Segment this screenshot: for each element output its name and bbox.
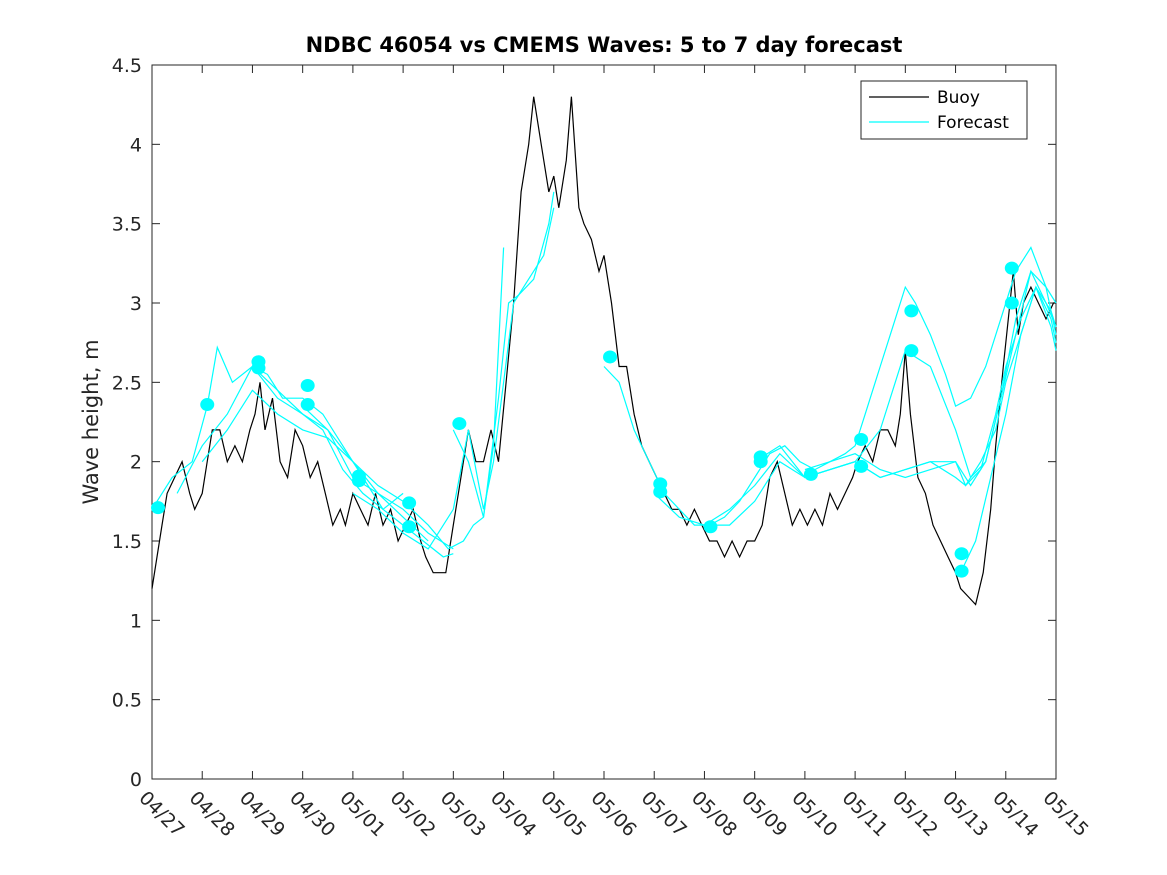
y-tick-label: 3 — [130, 293, 142, 315]
forecast-marker — [954, 564, 969, 578]
forecast-marker — [854, 459, 869, 473]
y-axis-ticks: 0 0.5 1 1.5 2 2.5 3 3.5 4 4.5 — [112, 55, 1056, 791]
y-tick-label: 3.5 — [112, 214, 142, 236]
y-tick-label: 1.5 — [112, 531, 142, 553]
y-tick-label: 2.5 — [112, 372, 142, 394]
y-tick-label: 1 — [130, 610, 142, 632]
forecast-marker — [251, 361, 266, 375]
chart-title: NDBC 46054 vs CMEMS Waves: 5 to 7 day fo… — [306, 33, 903, 57]
forecast-marker — [452, 417, 467, 431]
y-tick-label: 2 — [130, 452, 142, 474]
forecast-marker — [402, 520, 417, 534]
forecast-marker — [653, 485, 668, 499]
legend: Buoy Forecast — [860, 80, 1028, 140]
buoy-line — [151, 96, 1056, 606]
forecast-marker — [1004, 261, 1019, 275]
forecast-marker — [300, 398, 315, 412]
y-tick-label: 0 — [130, 769, 142, 791]
forecast-marker — [1004, 296, 1019, 310]
forecast-marker — [803, 467, 818, 481]
forecast-line — [603, 246, 1057, 526]
forecast-marker — [904, 304, 919, 318]
forecast-line — [151, 345, 404, 511]
plot-area — [151, 64, 1057, 780]
forecast-marker — [200, 398, 215, 412]
y-tick-label: 0.5 — [112, 690, 142, 712]
y-axis-label: Wave height, m — [79, 339, 103, 504]
forecast-marker — [603, 350, 618, 364]
legend-box — [860, 80, 1028, 140]
legend-buoy-label: Buoy — [937, 88, 980, 108]
forecast-line — [201, 389, 454, 550]
forecast-marker — [151, 501, 166, 515]
forecast-line — [352, 207, 555, 550]
forecast-marker — [904, 344, 919, 358]
legend-forecast-label: Forecast — [937, 113, 1009, 133]
forecast-line — [302, 191, 555, 550]
forecast-marker — [954, 547, 969, 561]
forecast-marker — [854, 432, 869, 446]
forecast-marker — [402, 496, 417, 510]
forecast-line — [960, 285, 1057, 573]
forecast-line — [452, 247, 505, 518]
forecast-marker — [703, 520, 718, 534]
forecast-markers — [151, 261, 1019, 578]
forecast-marker — [300, 379, 315, 393]
y-tick-label: 4.5 — [112, 55, 142, 77]
y-tick-label: 4 — [130, 134, 142, 156]
series-layer — [151, 96, 1057, 606]
forecast-marker — [753, 455, 768, 469]
forecast-marker — [351, 474, 366, 488]
forecast-line — [804, 285, 1057, 487]
forecast-line — [653, 269, 1057, 526]
